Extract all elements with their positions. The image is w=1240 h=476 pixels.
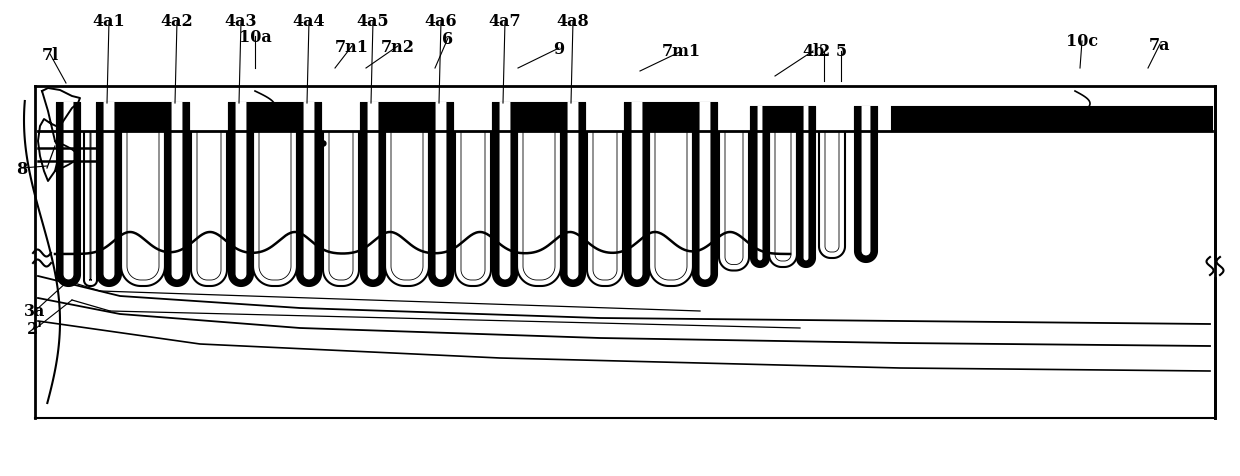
Polygon shape — [725, 132, 743, 265]
Bar — [892, 108, 1211, 132]
Bar — [35, 87, 1215, 418]
Polygon shape — [298, 104, 321, 287]
Text: 4a6: 4a6 — [424, 13, 458, 30]
Polygon shape — [84, 132, 97, 287]
Polygon shape — [103, 103, 115, 280]
Bar — [625, 104, 717, 132]
Text: 4a8: 4a8 — [557, 13, 589, 30]
Polygon shape — [303, 103, 315, 280]
Polygon shape — [649, 132, 693, 287]
Text: 8: 8 — [16, 160, 27, 177]
Polygon shape — [322, 132, 360, 287]
Polygon shape — [455, 132, 491, 287]
Polygon shape — [699, 103, 711, 280]
Polygon shape — [329, 132, 353, 280]
Polygon shape — [797, 108, 815, 268]
Polygon shape — [236, 103, 247, 280]
Polygon shape — [818, 132, 844, 258]
Bar — [361, 104, 453, 132]
Text: 10a: 10a — [238, 29, 272, 45]
Bar — [751, 108, 815, 132]
Polygon shape — [229, 104, 253, 287]
Bar — [494, 104, 585, 132]
Text: 4b: 4b — [802, 43, 825, 60]
Polygon shape — [498, 103, 511, 280]
Text: 2: 2 — [818, 43, 830, 60]
Polygon shape — [57, 104, 81, 287]
Text: 4a1: 4a1 — [93, 13, 125, 30]
Polygon shape — [494, 104, 517, 287]
Polygon shape — [861, 107, 870, 257]
Polygon shape — [751, 108, 769, 268]
Text: 7m1: 7m1 — [662, 43, 702, 60]
Polygon shape — [89, 132, 92, 280]
Polygon shape — [756, 107, 763, 261]
Polygon shape — [517, 132, 560, 287]
Text: 4a7: 4a7 — [489, 13, 521, 30]
Text: N: N — [1033, 110, 1048, 127]
Text: 7l: 7l — [41, 46, 58, 63]
Polygon shape — [391, 133, 423, 280]
Polygon shape — [560, 104, 585, 287]
Polygon shape — [384, 132, 429, 287]
Text: 10c: 10c — [1066, 33, 1099, 50]
Polygon shape — [197, 132, 221, 280]
Polygon shape — [63, 103, 74, 280]
Polygon shape — [775, 133, 791, 261]
Text: 7n2: 7n2 — [381, 39, 415, 55]
Bar — [57, 104, 81, 132]
Polygon shape — [97, 104, 122, 287]
Polygon shape — [122, 132, 165, 287]
Polygon shape — [191, 132, 227, 287]
Polygon shape — [171, 103, 184, 280]
Polygon shape — [804, 107, 808, 261]
Polygon shape — [567, 103, 579, 280]
Polygon shape — [655, 133, 687, 280]
Polygon shape — [429, 104, 453, 287]
Polygon shape — [825, 132, 839, 252]
Text: 6: 6 — [443, 30, 454, 48]
Text: 4a4: 4a4 — [293, 13, 325, 30]
Polygon shape — [693, 104, 717, 287]
Bar — [856, 108, 877, 132]
Text: 9: 9 — [553, 40, 564, 58]
Text: 7n1: 7n1 — [335, 39, 370, 55]
Text: 4a2: 4a2 — [161, 13, 193, 30]
Polygon shape — [253, 132, 298, 287]
Polygon shape — [126, 133, 159, 280]
Bar — [229, 104, 321, 132]
Polygon shape — [587, 132, 622, 287]
Polygon shape — [367, 103, 379, 280]
Polygon shape — [259, 133, 291, 280]
Polygon shape — [631, 103, 644, 280]
Polygon shape — [719, 132, 749, 271]
Polygon shape — [165, 104, 188, 287]
Text: 4a3: 4a3 — [224, 13, 257, 30]
Bar — [97, 104, 188, 132]
Text: 3a: 3a — [25, 303, 46, 320]
Polygon shape — [769, 132, 797, 268]
Polygon shape — [593, 132, 618, 280]
Polygon shape — [625, 104, 649, 287]
Text: 4a5: 4a5 — [357, 13, 389, 30]
Polygon shape — [461, 132, 485, 280]
Polygon shape — [361, 104, 384, 287]
Polygon shape — [856, 108, 877, 262]
Polygon shape — [435, 103, 446, 280]
Text: 7a: 7a — [1149, 37, 1171, 53]
Text: 2': 2' — [27, 321, 43, 338]
Polygon shape — [523, 133, 556, 280]
Text: P: P — [314, 138, 326, 155]
Text: 5: 5 — [836, 43, 847, 60]
